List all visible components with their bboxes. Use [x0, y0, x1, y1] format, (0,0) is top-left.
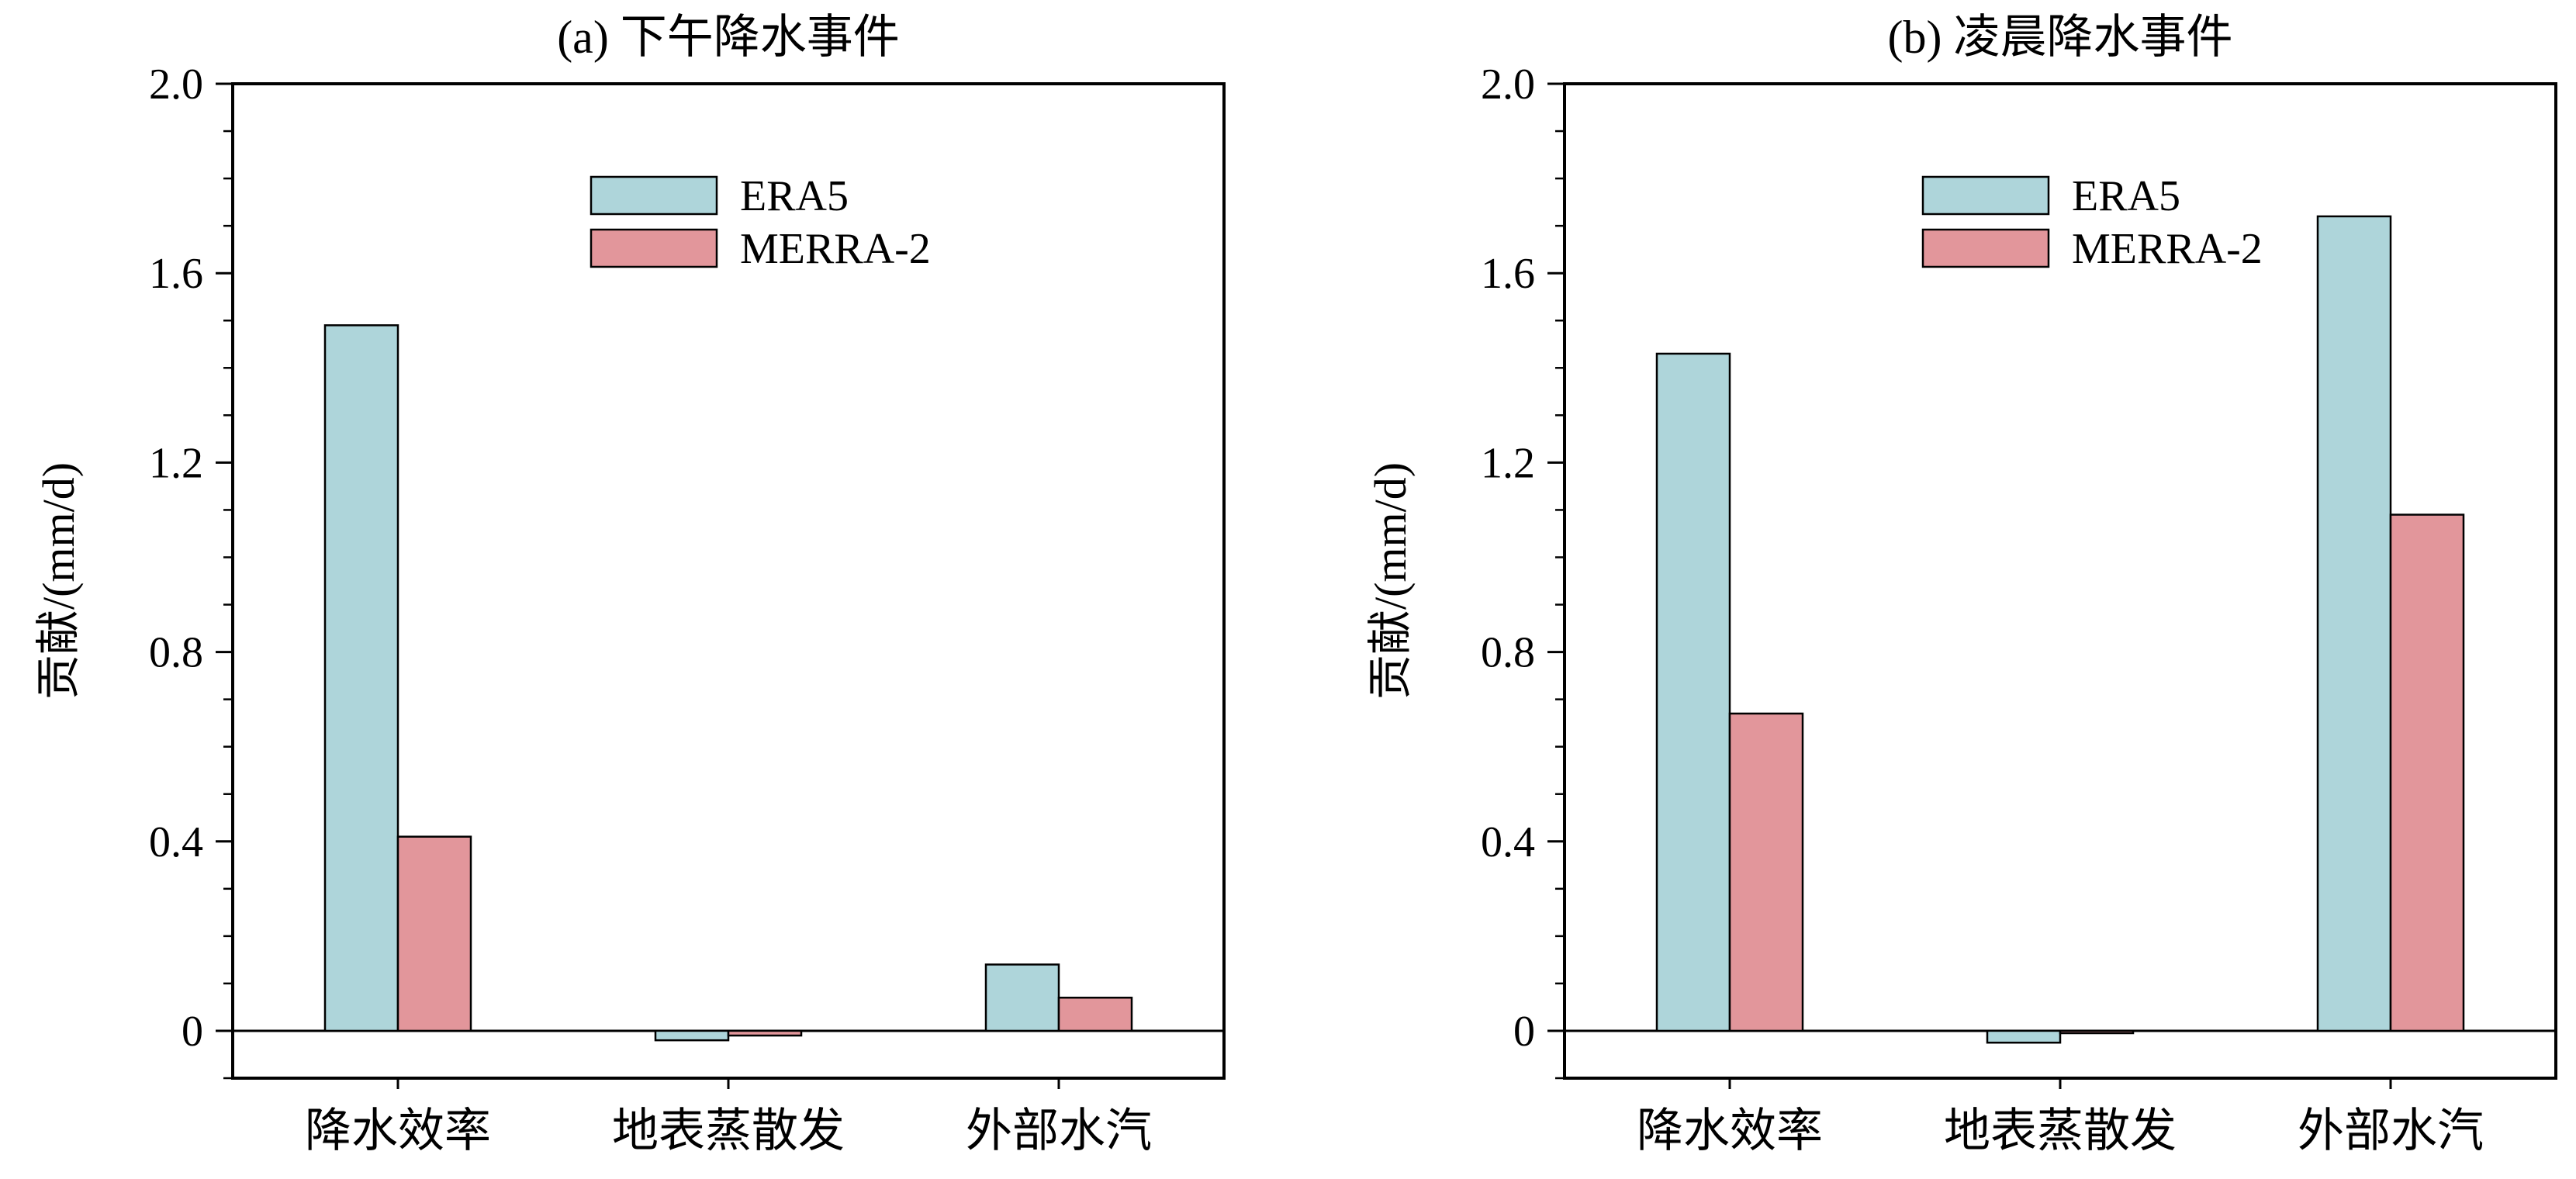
bar-merra2-2 — [727, 1029, 803, 1037]
y-tick-label: 0 — [182, 1008, 203, 1056]
bar-era5-1 — [1655, 352, 1731, 1032]
x-tick-label: 地表蒸散发 — [1944, 1105, 2177, 1157]
plot-frame — [1563, 82, 2557, 1080]
legend-swatch-merra2 — [1921, 228, 2050, 268]
legend-swatch-era5 — [590, 175, 718, 216]
chart-title: (a) 下午降水事件 — [557, 12, 900, 63]
legend-label-era5: ERA5 — [2072, 172, 2180, 220]
legend-swatch-merra2 — [590, 228, 718, 268]
bar-era5-1 — [323, 324, 399, 1032]
bar-merra2-1 — [1728, 712, 1804, 1032]
bar-merra2-2 — [2059, 1029, 2135, 1035]
y-tick-label: 2.0 — [149, 61, 203, 109]
bar-merra2-1 — [396, 835, 472, 1032]
y-axis-label: 贡献/(mm/d) — [1365, 462, 1416, 700]
bar-merra2-3 — [1057, 996, 1133, 1032]
x-tick-label: 降水效率 — [305, 1105, 491, 1157]
bar-era5-3 — [984, 963, 1060, 1032]
y-axis-label: 贡献/(mm/d) — [33, 462, 84, 700]
y-tick-label: 1.2 — [1481, 439, 1535, 487]
bar-era5-3 — [2316, 215, 2392, 1032]
legend-label-era5: ERA5 — [740, 172, 849, 220]
x-tick-label: 降水效率 — [1637, 1105, 1823, 1157]
legend-label-merra2: MERRA-2 — [740, 225, 931, 273]
y-tick-label: 2.0 — [1481, 61, 1535, 109]
y-tick-label: 1.2 — [149, 439, 203, 487]
legend: ERA5 MERRA-2 — [590, 172, 931, 273]
bar-era5-2 — [654, 1029, 730, 1042]
y-tick-label: 0.8 — [149, 629, 203, 677]
y-tick-label: 0.4 — [1481, 818, 1535, 866]
y-tick-label: 0.4 — [149, 818, 203, 866]
legend: ERA5 MERRA-2 — [1921, 172, 2263, 273]
y-tick-label: 1.6 — [1481, 250, 1535, 298]
chart-title: (b) 凌晨降水事件 — [1888, 12, 2233, 63]
x-tick-label: 外部水汽 — [966, 1105, 1152, 1157]
legend-label-merra2: MERRA-2 — [2072, 225, 2263, 273]
plot-frame — [231, 82, 1226, 1080]
x-tick-label: 地表蒸散发 — [612, 1105, 845, 1157]
y-tick-label: 0 — [1513, 1008, 1535, 1056]
bar-era5-2 — [1986, 1029, 2062, 1044]
legend-swatch-era5 — [1921, 175, 2050, 216]
y-tick-label: 0.8 — [1481, 629, 1535, 677]
y-tick-label: 1.6 — [149, 250, 203, 298]
bar-merra2-3 — [2389, 513, 2465, 1032]
x-tick-label: 外部水汽 — [2298, 1105, 2484, 1157]
